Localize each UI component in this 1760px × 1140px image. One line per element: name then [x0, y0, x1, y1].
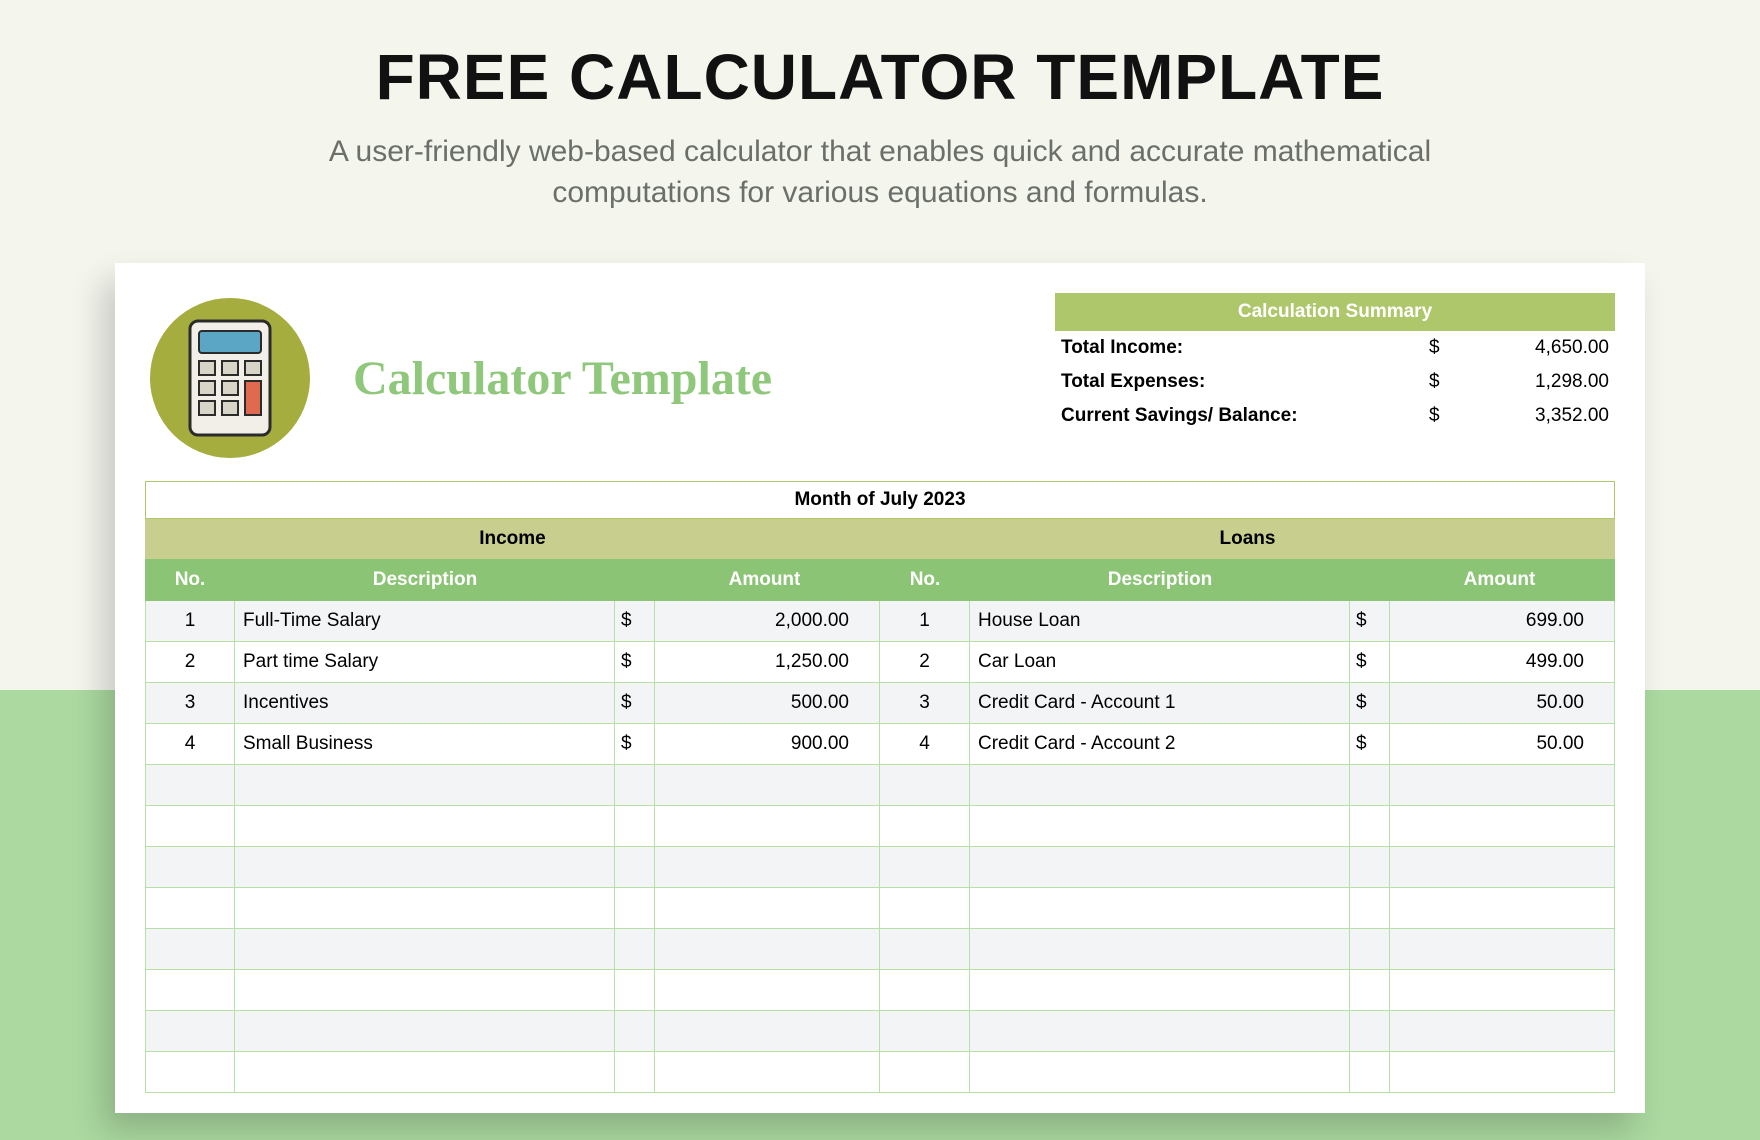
table-body: 1Full-Time Salary$2,000.001House Loan$69… — [145, 601, 1615, 1093]
cell-amt: 699.00 — [1390, 601, 1615, 642]
template-card: Calculator Template Calculation Summary … — [115, 263, 1645, 1113]
table-row — [145, 806, 1615, 847]
cell-no: 1 — [880, 601, 970, 642]
page-subtitle: A user-friendly web-based calculator tha… — [280, 132, 1480, 213]
cell-desc: Incentives — [235, 683, 615, 724]
summary-currency: $ — [1429, 371, 1469, 393]
summary-value: 1,298.00 — [1469, 371, 1609, 393]
month-bar: Month of July 2023 — [145, 481, 1615, 519]
cell-no: 4 — [880, 724, 970, 765]
col-desc: Description — [970, 559, 1350, 601]
table-row: 4Small Business$900.004Credit Card - Acc… — [145, 724, 1615, 765]
col-no: No. — [145, 559, 235, 601]
cell-cur: $ — [615, 724, 655, 765]
col-desc: Description — [235, 559, 615, 601]
cell-amt: 1,250.00 — [655, 642, 880, 683]
summary-value: 3,352.00 — [1469, 405, 1609, 427]
summary-currency: $ — [1429, 337, 1469, 359]
column-headers: No. Description Amount No. Description A… — [145, 559, 1615, 601]
summary-currency: $ — [1429, 405, 1469, 427]
summary-label: Current Savings/ Balance: — [1061, 405, 1429, 427]
cell-cur: $ — [1350, 683, 1390, 724]
cell-cur: $ — [1350, 601, 1390, 642]
cell-no: 4 — [145, 724, 235, 765]
cell-cur: $ — [615, 683, 655, 724]
cell-cur: $ — [1350, 642, 1390, 683]
summary-label: Total Expenses: — [1061, 371, 1429, 393]
summary-header: Calculation Summary — [1055, 293, 1615, 331]
table-row — [145, 888, 1615, 929]
table-row — [145, 765, 1615, 806]
cell-desc: Part time Salary — [235, 642, 615, 683]
calculator-icon — [145, 293, 315, 463]
section-income: Income — [145, 519, 880, 559]
calculation-summary: Calculation Summary Total Income: $ 4,65… — [1055, 293, 1615, 433]
template-title: Calculator Template — [353, 351, 772, 406]
table-row — [145, 1011, 1615, 1052]
cell-cur: $ — [1350, 724, 1390, 765]
table-row: 1Full-Time Salary$2,000.001House Loan$69… — [145, 601, 1615, 642]
cell-no: 1 — [145, 601, 235, 642]
cell-no: 2 — [145, 642, 235, 683]
summary-label: Total Income: — [1061, 337, 1429, 359]
cell-no: 3 — [145, 683, 235, 724]
col-cur-spacer — [615, 559, 655, 601]
cell-desc: Full-Time Salary — [235, 601, 615, 642]
cell-cur: $ — [615, 601, 655, 642]
section-loans: Loans — [880, 519, 1615, 559]
summary-value: 4,650.00 — [1469, 337, 1609, 359]
cell-desc: Credit Card - Account 1 — [970, 683, 1350, 724]
cell-amt: 50.00 — [1390, 724, 1615, 765]
cell-cur: $ — [615, 642, 655, 683]
cell-amt: 499.00 — [1390, 642, 1615, 683]
section-bar: Income Loans — [145, 519, 1615, 559]
col-cur-spacer — [1350, 559, 1390, 601]
table-row — [145, 929, 1615, 970]
summary-row: Total Income: $ 4,650.00 — [1055, 331, 1615, 365]
cell-amt: 500.00 — [655, 683, 880, 724]
cell-amt: 2,000.00 — [655, 601, 880, 642]
cell-no: 3 — [880, 683, 970, 724]
card-header: Calculator Template Calculation Summary … — [145, 293, 1615, 463]
cell-desc: House Loan — [970, 601, 1350, 642]
page-title: FREE CALCULATOR TEMPLATE — [0, 0, 1760, 114]
table-row — [145, 847, 1615, 888]
cell-amt: 900.00 — [655, 724, 880, 765]
summary-row: Current Savings/ Balance: $ 3,352.00 — [1055, 399, 1615, 433]
summary-row: Total Expenses: $ 1,298.00 — [1055, 365, 1615, 399]
cell-desc: Small Business — [235, 724, 615, 765]
cell-amt: 50.00 — [1390, 683, 1615, 724]
cell-no: 2 — [880, 642, 970, 683]
cell-desc: Credit Card - Account 2 — [970, 724, 1350, 765]
table-row — [145, 970, 1615, 1011]
table-row — [145, 1052, 1615, 1093]
col-no: No. — [880, 559, 970, 601]
table-row: 3Incentives$500.003Credit Card - Account… — [145, 683, 1615, 724]
col-amount: Amount — [1390, 559, 1615, 601]
table-row: 2Part time Salary$1,250.002Car Loan$499.… — [145, 642, 1615, 683]
col-amount: Amount — [655, 559, 880, 601]
cell-desc: Car Loan — [970, 642, 1350, 683]
